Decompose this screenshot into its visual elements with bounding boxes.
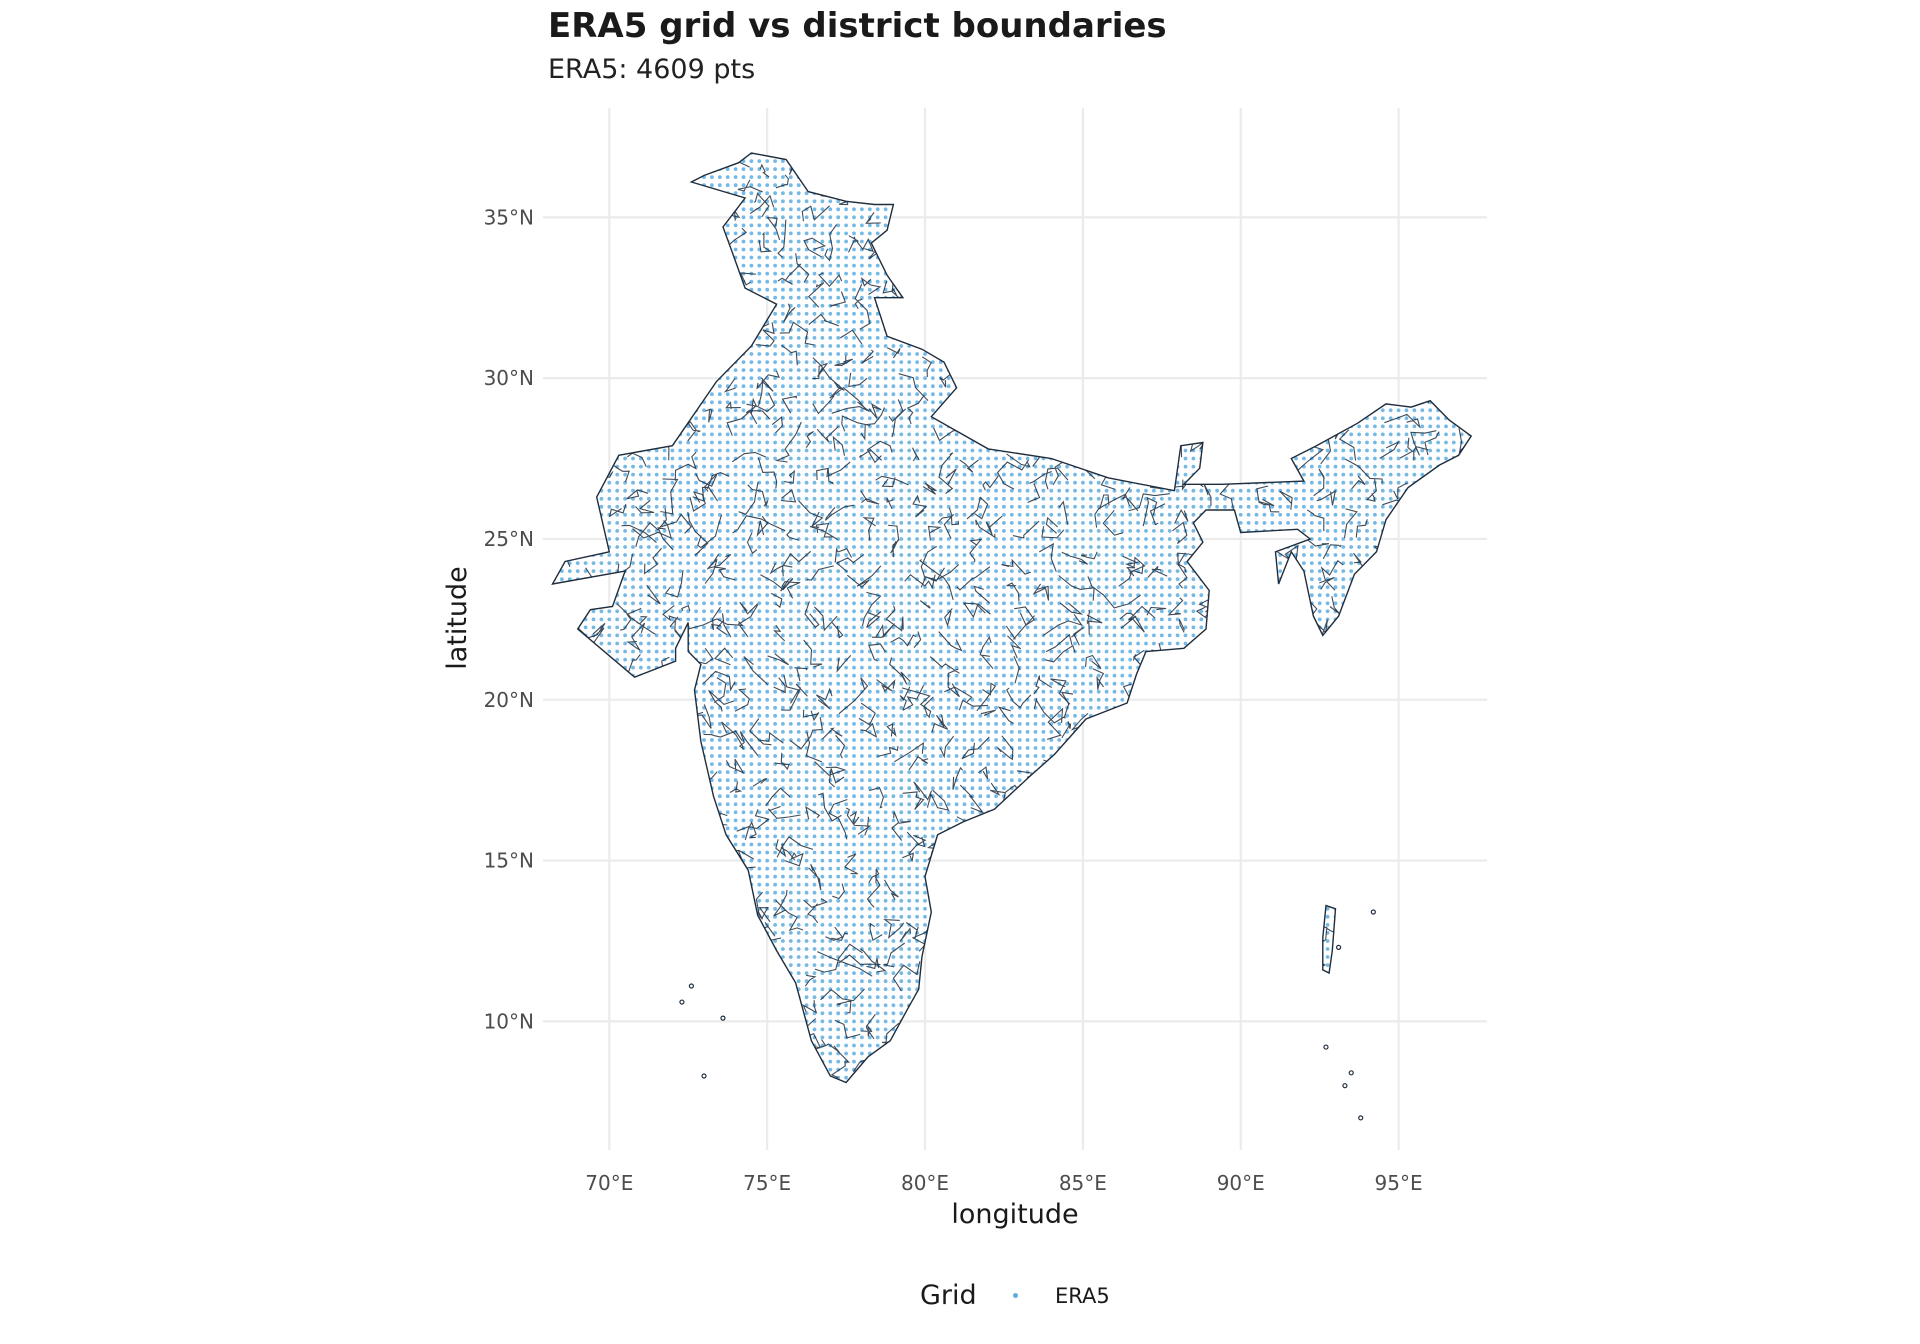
island-marker: [688, 983, 694, 989]
island-marker: [720, 1015, 726, 1021]
y-tick-label: 30°N: [484, 366, 534, 390]
y-tick-label: 20°N: [484, 688, 534, 712]
island-marker: [679, 999, 685, 1005]
x-axis-ticks: 70°E 75°E 80°E 85°E 90°E 95°E: [585, 1171, 1422, 1195]
andaman-boundary: [1322, 904, 1337, 975]
era5-point-set: [552, 153, 1472, 1083]
era5-grid-points: [552, 153, 1472, 1083]
legend-key-era5: [1013, 1293, 1018, 1298]
y-tick-label: 10°N: [484, 1009, 534, 1033]
chart-subtitle: ERA5: 4609 pts: [548, 54, 756, 85]
y-axis-title: latitude: [442, 566, 473, 670]
island-marker: [1342, 1083, 1348, 1089]
y-tick-label: 15°N: [484, 849, 534, 873]
x-tick-label: 85°E: [1059, 1171, 1107, 1195]
mainland-boundary: [551, 152, 1473, 1084]
chart-title: ERA5 grid vs district boundaries: [548, 6, 1167, 46]
x-axis-title: longitude: [951, 1199, 1078, 1230]
land-layer: [551, 152, 1473, 1121]
x-tick-label: 70°E: [585, 1171, 633, 1195]
x-tick-label: 80°E: [901, 1171, 949, 1195]
x-tick-label: 75°E: [743, 1171, 791, 1195]
island-marker: [1336, 944, 1342, 950]
island-marker: [701, 1073, 707, 1079]
island-marker: [1348, 1070, 1354, 1076]
y-tick-label: 25°N: [484, 527, 534, 551]
island-marker: [1370, 909, 1376, 915]
island-marker: [1323, 1044, 1329, 1050]
x-tick-label: 90°E: [1217, 1171, 1265, 1195]
island-marker: [1358, 1115, 1364, 1121]
x-tick-label: 95°E: [1375, 1171, 1423, 1195]
y-tick-label: 35°N: [484, 205, 534, 229]
y-axis-ticks: 10°N 15°N 20°N 25°N 30°N 35°N: [484, 205, 534, 1033]
legend-title: Grid: [920, 1280, 977, 1311]
legend-label-era5: ERA5: [1055, 1284, 1110, 1308]
gridlines: [543, 108, 1487, 1150]
